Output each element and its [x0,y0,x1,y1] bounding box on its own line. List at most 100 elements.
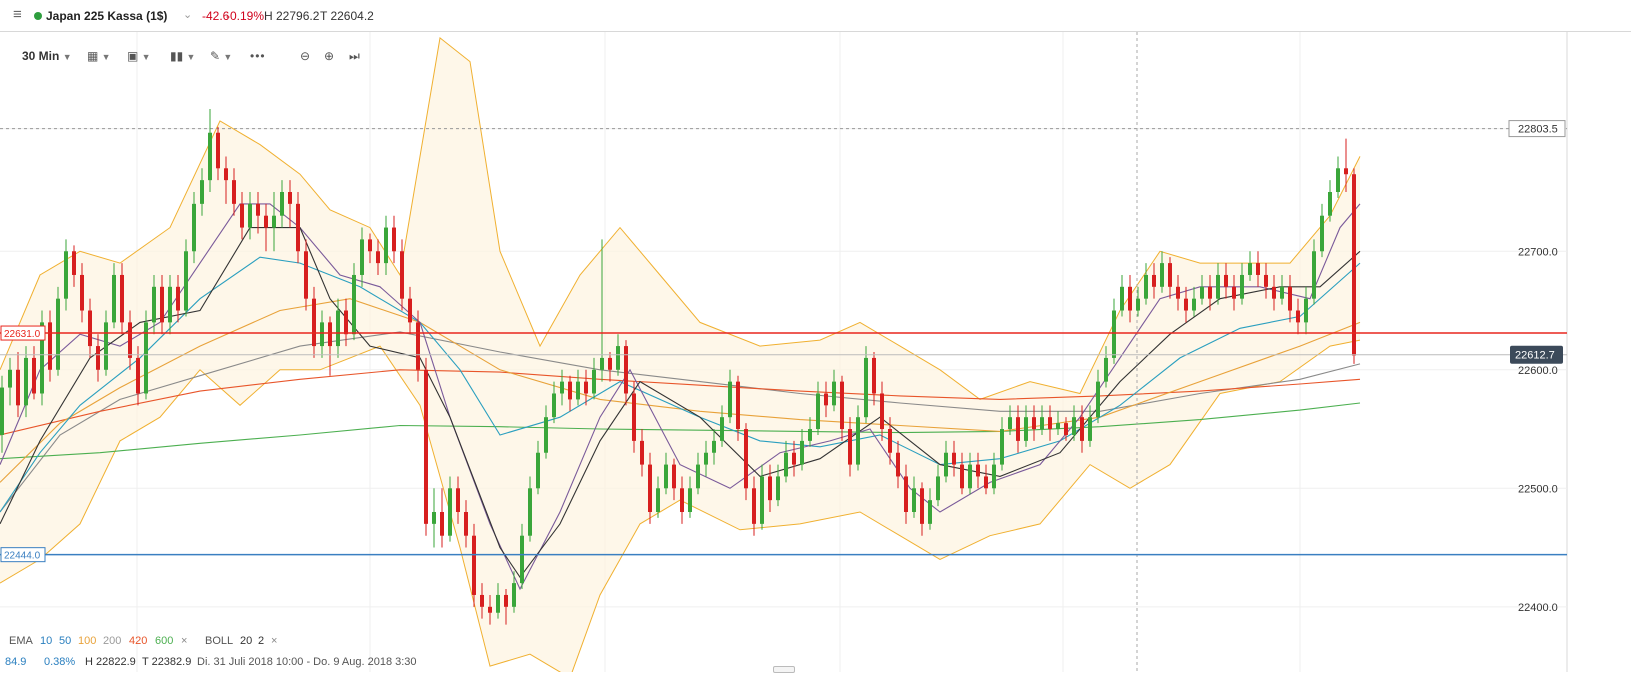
candle-body [1152,274,1156,287]
candle-body [832,381,836,406]
candle-body [1192,298,1196,311]
boll-period[interactable]: 20 [240,635,253,647]
candle-body [96,346,100,370]
current-price-badge [1510,345,1563,364]
candle-body [1240,274,1244,299]
close-icon[interactable]: × [271,635,278,647]
candle-body [392,227,396,252]
candle-body [1312,251,1316,299]
candle-body [192,203,196,252]
close-icon[interactable]: × [181,635,188,647]
candle-body [1304,298,1308,323]
candle-body [496,594,500,613]
candle-body [536,452,540,489]
candle-body [1080,417,1084,441]
chevron-down-icon[interactable]: ⌄ [183,9,193,21]
hamburger-icon[interactable]: ≡ [13,6,22,23]
candle-body [1352,174,1356,356]
candle-body [592,369,596,394]
candle-body [680,488,684,512]
candle-body [1088,417,1092,441]
candle-body [248,203,252,228]
more-dots-icon[interactable]: ••• [250,49,266,63]
candle-body [1136,298,1140,311]
candle-body [288,192,292,204]
candle-body [240,203,244,228]
ema-period[interactable]: 420 [129,635,148,647]
price-chart[interactable]: 22631.0 22444.0 22803.5 22700.0 22600.0 22500… [0,32,1631,672]
candle-body [1336,168,1340,192]
level-label-box [0,325,46,341]
candle-body [912,488,916,512]
candle-body [1000,429,1004,465]
chart-toolbar: 30 Min ▼ ▦ ▼ ▣ ▼ ▮▮ ▼ ✎ ▼ ••• ⊖ ⊕ ⏭ [0,44,400,70]
boll-label: BOLL [205,635,234,647]
ema-period[interactable]: 200 [103,635,122,647]
calendar-grid-icon[interactable]: ▦ ▼ [87,49,111,63]
candle-body [232,180,236,204]
candle-body [360,239,364,275]
timeframe-select[interactable]: 30 Min ▼ [22,49,72,63]
range-low: T 22382.9 [142,656,192,668]
candle-body [1344,168,1348,175]
candle-body [504,594,508,607]
zoom-out-icon[interactable]: ⊖ [300,49,311,63]
pencil-icon[interactable]: ✎ ▼ [210,49,233,63]
candle-body [344,310,348,335]
candle-body [24,357,28,406]
candle-body [968,464,972,489]
candle-body [672,464,676,489]
range-change-percent: 0.38% [44,656,76,668]
date-range: Di. 31 Juli 2018 10:00 - Do. 9 Aug. 2018… [197,656,417,668]
ema-label: EMA [9,635,33,647]
candle-body [808,429,812,441]
candle-body [600,357,604,370]
bar-chart-icon[interactable]: ▮▮ ▼ [170,49,196,63]
candle-body [16,369,20,406]
candle-body [312,298,316,347]
instrument-name[interactable]: Japan 225 Kassa (1$) [46,9,168,23]
candle-body [552,393,556,418]
current-price-label: 22612.7 [1515,350,1555,362]
candle-body [80,274,84,311]
candle-body [1280,286,1284,299]
boll-deviation[interactable]: 2 [258,635,265,647]
candle-body [168,286,172,323]
ema-period[interactable]: 10 [40,635,53,647]
candle-body [416,322,420,370]
candle-body [984,476,988,489]
candle-body [1200,286,1204,299]
panel-resize-handle[interactable] [773,666,795,673]
candle-body [304,251,308,299]
candle-body [856,417,860,465]
candle-body [1096,381,1100,418]
ema-period[interactable]: 100 [78,635,97,647]
ema-period[interactable]: 600 [155,635,174,647]
candle-body [992,464,996,489]
indicator-icon[interactable]: ▣ ▼ [127,49,151,63]
candle-body [624,346,628,394]
candle-body [520,535,524,584]
candle-body [104,322,108,370]
candle-body [544,417,548,453]
price-tick-label: 22600.0 [1518,365,1558,377]
price-tick-label: 22803.5 [1518,124,1558,136]
candle-body [1224,274,1228,287]
candle-body [1168,263,1172,287]
candle-body [880,393,884,430]
skip-forward-icon[interactable]: ⏭ [349,49,360,63]
candle-body [120,274,124,323]
zoom-in-icon[interactable]: ⊕ [324,49,335,63]
candle-body [408,298,412,323]
ema-series-line [0,331,1361,513]
candle-body [208,132,212,181]
candle-body [40,322,44,394]
candle-body [1016,417,1020,441]
bollinger-upper [0,36,1361,400]
candle-body [216,132,220,169]
ema-period[interactable]: 50 [59,635,72,647]
candle-body [920,488,924,524]
candle-body [824,393,828,406]
level-label: 22444.0 [4,551,41,562]
candle-body [472,535,476,595]
